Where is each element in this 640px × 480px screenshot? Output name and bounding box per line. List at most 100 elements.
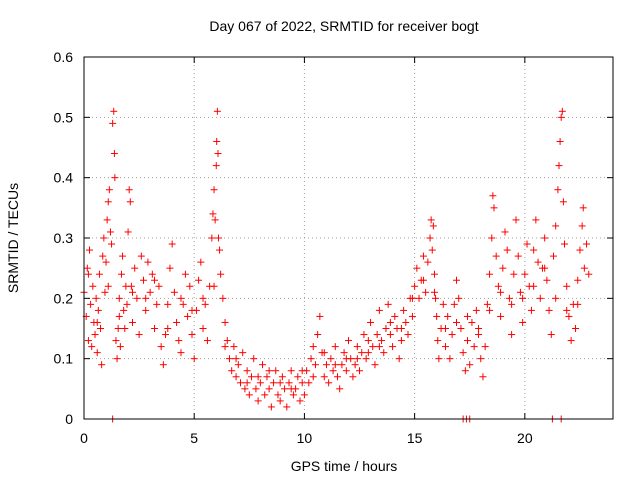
data-point (210, 282, 218, 290)
data-point (239, 349, 247, 357)
data-point (201, 300, 209, 308)
data-point (104, 198, 112, 206)
data-point (441, 343, 449, 351)
data-point (188, 331, 196, 339)
data-point (142, 294, 150, 302)
data-point (552, 294, 560, 302)
data-point (408, 294, 416, 302)
data-point (199, 325, 207, 332)
data-point (111, 174, 119, 182)
data-point (486, 306, 494, 314)
data-point (320, 349, 328, 357)
data-point (514, 252, 522, 260)
data-point (501, 228, 509, 236)
data-point (270, 379, 278, 387)
data-point (519, 318, 527, 326)
data-point (378, 337, 386, 345)
data-point (214, 234, 222, 242)
data-point (209, 210, 217, 218)
data-point (464, 337, 472, 345)
data-point (298, 379, 306, 387)
data-point (453, 318, 461, 326)
data-point (395, 355, 403, 363)
data-point (153, 300, 161, 308)
data-point (221, 318, 229, 326)
data-point (210, 186, 218, 194)
data-point (151, 325, 159, 332)
data-point (109, 119, 117, 127)
data-point (497, 288, 505, 296)
data-point (444, 312, 452, 320)
data-point (325, 379, 333, 387)
data-point (489, 192, 497, 200)
data-point (177, 294, 185, 302)
data-point (309, 343, 317, 351)
data-point (168, 240, 176, 248)
data-point (545, 306, 553, 314)
data-point (559, 198, 567, 206)
data-point (114, 325, 122, 332)
data-point (300, 391, 308, 399)
data-point (164, 300, 172, 308)
y-tick-label: 0.3 (54, 230, 74, 246)
chart-title: Day 067 of 2022, SRMTID for receiver bog… (209, 18, 478, 34)
data-point (572, 325, 580, 332)
data-point (241, 385, 249, 393)
data-point (112, 337, 120, 345)
data-point (110, 150, 118, 158)
data-point (322, 361, 330, 369)
data-point (557, 113, 565, 121)
data-point (216, 246, 224, 254)
data-point (294, 373, 302, 381)
data-point (579, 204, 587, 212)
data-point (492, 252, 500, 260)
data-point (475, 331, 483, 339)
data-point (265, 385, 273, 393)
data-point (450, 300, 458, 308)
data-point (373, 331, 381, 339)
data-point (137, 252, 145, 260)
data-point (245, 391, 253, 399)
x-tick-label: 15 (407, 430, 423, 446)
data-point (331, 343, 339, 351)
data-point (223, 337, 231, 345)
data-point (155, 282, 163, 290)
data-point (429, 222, 437, 230)
y-tick-label: 0.5 (54, 109, 74, 125)
data-point (106, 228, 114, 236)
data-point (411, 282, 419, 290)
data-point (97, 325, 105, 332)
data-point (92, 294, 100, 302)
data-point (430, 288, 438, 296)
y-axis-label: SRMTID / TECUs (5, 183, 21, 293)
data-point (84, 337, 92, 345)
x-axis-label: GPS time / hours (291, 458, 398, 474)
data-point (470, 343, 478, 351)
data-point (574, 276, 582, 284)
data-point (228, 367, 236, 375)
data-point (197, 258, 205, 266)
data-point (327, 355, 335, 363)
data-point (494, 282, 502, 290)
data-point (563, 282, 571, 290)
data-point (320, 373, 328, 381)
data-point (464, 312, 472, 320)
data-point (567, 337, 575, 345)
data-point (298, 367, 306, 375)
data-point (110, 107, 118, 115)
data-point (146, 288, 154, 296)
data-point (386, 318, 394, 326)
data-points (80, 107, 593, 423)
data-point (439, 300, 447, 308)
data-point (345, 337, 352, 345)
data-point (123, 300, 131, 308)
data-point (101, 288, 109, 296)
data-point (351, 361, 359, 369)
data-point (353, 355, 361, 363)
data-point (338, 361, 346, 369)
data-point (91, 331, 99, 339)
data-point (523, 240, 531, 248)
data-point (278, 373, 286, 381)
data-point (448, 331, 456, 339)
data-point (428, 246, 436, 254)
